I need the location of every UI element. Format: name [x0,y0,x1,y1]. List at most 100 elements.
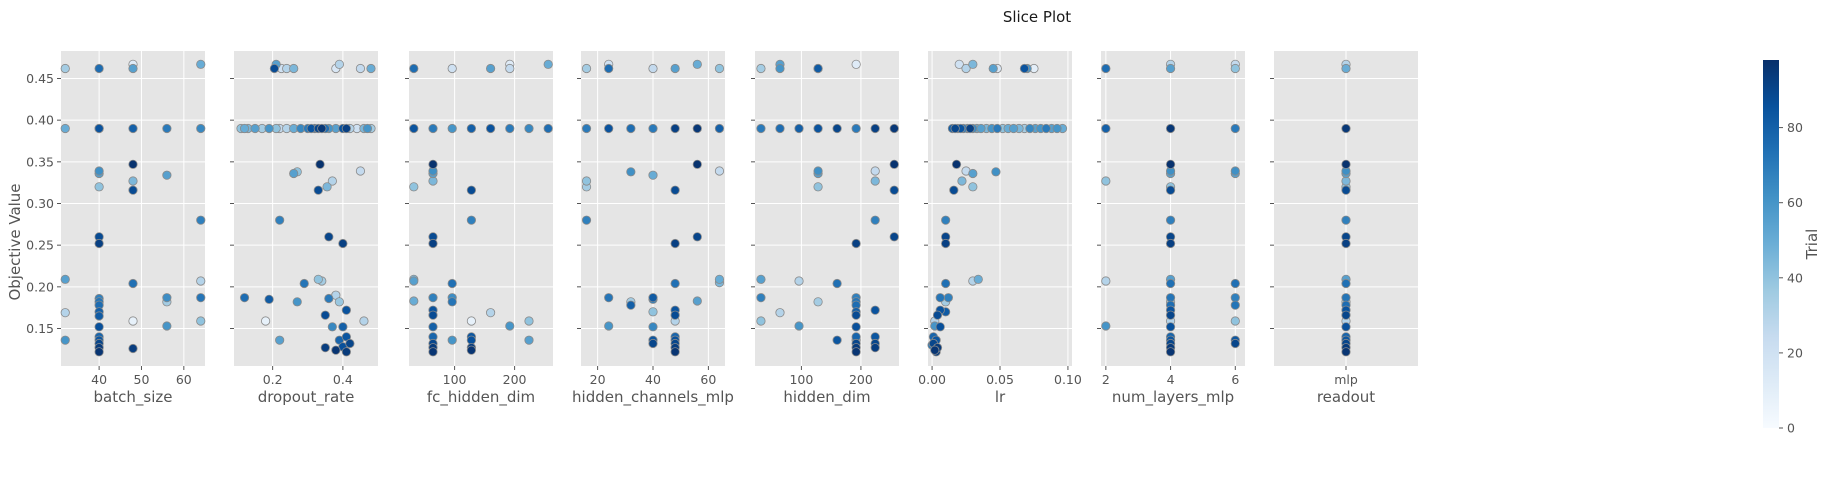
data-point [951,159,962,169]
data-point [648,170,658,180]
data-point [870,305,880,315]
data-point [851,238,861,249]
data-point [289,63,299,74]
data-point [345,338,355,349]
data-point [941,215,951,225]
x-tick-label: 200 [849,372,873,387]
data-point [196,316,206,326]
data-point [60,123,70,134]
data-point [670,123,680,134]
colorbar-ticks: 0 20 40 60 80 [1779,120,1803,436]
data-point [832,278,842,289]
data-point [162,170,172,180]
data-point [794,123,804,134]
colorbar-tick-label: 60 [1787,195,1803,210]
data-point [313,185,323,195]
data-point [626,123,636,134]
data-point [299,278,309,289]
data-point [941,238,951,249]
data-point [269,63,279,74]
data-point [128,176,138,186]
data-point [1165,63,1176,74]
data-point [1341,63,1351,74]
data-point [409,63,419,74]
data-point [968,59,978,69]
data-point [1165,238,1176,249]
data-point [275,215,285,225]
data-point [1341,278,1351,289]
x-tick-label: 0.05 [986,372,1014,387]
y-tick-label: 0.25 [26,238,54,253]
panel-batch_size: 0.15 0.20 0.25 0.30 0.35 0.40 0.45 40 50 60batch_… [26,51,206,407]
data-point [1101,321,1111,331]
data-point [94,63,104,74]
data-point [813,63,823,74]
data-point [976,123,986,134]
data-point [756,274,766,284]
data-point [870,123,880,134]
data-point [581,215,592,225]
data-point [851,347,861,357]
data-point [341,347,351,357]
data-point [756,293,766,303]
data-point [1165,185,1176,195]
data-point [466,185,476,195]
data-point [626,300,636,310]
data-point [338,238,348,249]
y-tick-label: 0.35 [26,154,54,169]
data-point [832,123,842,134]
data-point [957,176,967,186]
data-point [1041,123,1051,134]
data-point [889,159,899,169]
data-point [756,63,766,74]
x-tick-label: mlp [1334,372,1358,387]
y-tick-label: 0.45 [26,71,54,86]
data-point [447,297,457,307]
data-point [466,345,476,355]
x-tick-label: 20 [590,372,606,387]
data-point [626,167,636,177]
x-axis-label: hidden_channels_mlp [572,388,734,407]
data-point [714,274,725,284]
data-point [954,59,964,69]
data-point [60,63,70,74]
data-point [334,59,344,69]
data-point [505,63,515,74]
data-point [239,123,250,134]
data-point [505,321,515,331]
data-point [162,293,172,303]
data-point [670,238,680,249]
colorbar-tick-label: 40 [1787,270,1803,285]
data-point [1230,123,1240,134]
data-point [447,63,457,74]
data-point [1230,63,1240,74]
data-point [692,296,702,306]
data-point [965,123,975,134]
data-point [935,322,945,332]
data-point [543,59,553,69]
x-tick-label: 60 [700,372,716,387]
data-point [94,238,104,249]
data-point [1101,176,1111,186]
data-point [794,321,804,331]
x-tick-label: 100 [789,372,813,387]
data-point [1341,123,1351,134]
data-point [813,182,823,192]
data-point [714,63,725,74]
x-tick-label: 40 [645,372,661,387]
data-point [324,232,334,242]
data-point [447,123,457,134]
data-point [581,123,592,134]
data-point [1165,278,1176,289]
data-point [264,123,274,134]
data-point [1341,215,1351,225]
colorbar-tick-label: 80 [1787,120,1803,135]
data-point [832,335,842,345]
data-point [1341,322,1351,332]
data-point [949,185,959,195]
data-point [128,278,138,289]
data-point [935,293,945,303]
x-axis-label: fc_hidden_dim [427,388,535,407]
